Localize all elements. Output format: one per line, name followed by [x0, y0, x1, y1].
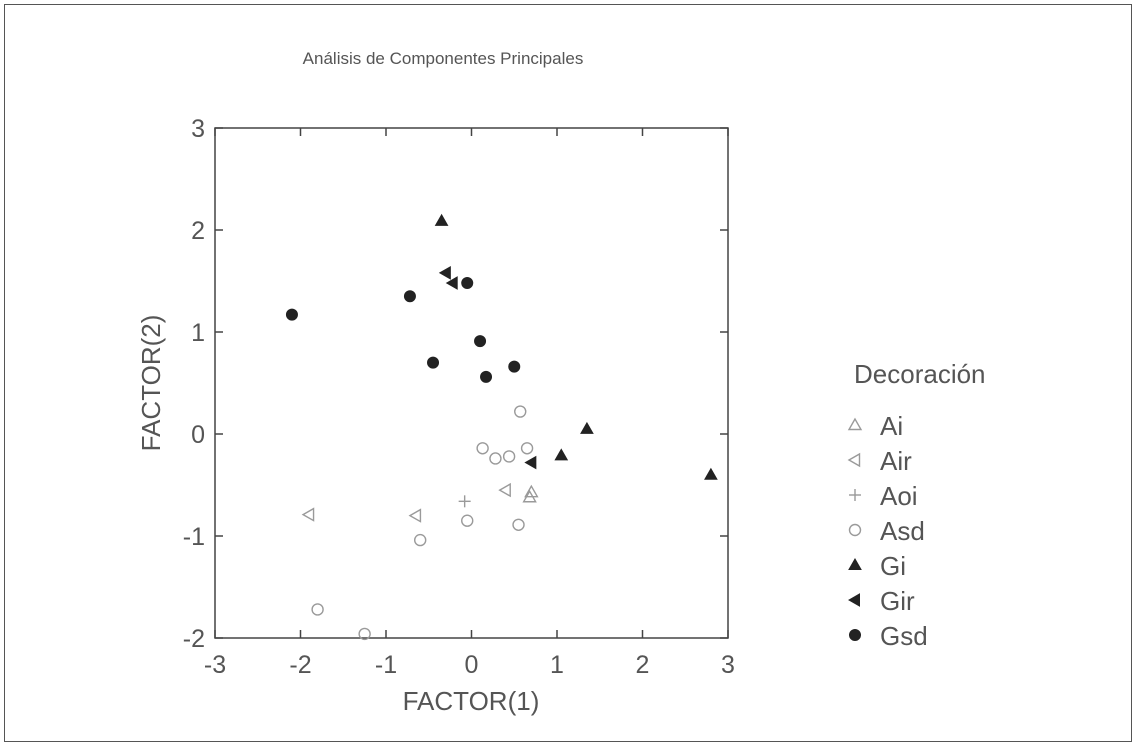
legend-label-gsd: Gsd — [880, 621, 928, 651]
legend-marker-gsd — [849, 629, 861, 641]
legend-label-asd: Asd — [880, 516, 925, 546]
legend-label-air: Air — [880, 446, 912, 476]
legend-marker-ai — [847, 417, 863, 431]
point-gir — [438, 265, 451, 280]
legend-label-ai: Ai — [880, 411, 903, 441]
point-asd — [512, 518, 525, 531]
point-ai — [524, 484, 539, 498]
point-gir — [524, 455, 537, 470]
point-asd — [489, 452, 502, 465]
point-asd — [358, 627, 371, 641]
plot-area — [214, 127, 729, 639]
legend-marker-gi — [848, 557, 862, 570]
figure-frame — [4, 4, 1132, 742]
x-tick-label: 0 — [465, 651, 479, 679]
point-gi — [704, 467, 718, 480]
x-tick-label: -2 — [289, 651, 311, 679]
point-asd — [414, 533, 427, 547]
y-tick-label: 1 — [191, 319, 205, 347]
legend-marker-aoi — [849, 489, 861, 501]
point-gsd — [427, 356, 440, 369]
legend-marker-air — [847, 452, 861, 468]
point-air — [301, 507, 315, 522]
point-asd — [502, 450, 516, 463]
point-gi — [580, 421, 594, 434]
legend-marker-gir — [847, 593, 860, 607]
point-air — [498, 482, 511, 498]
x-tick-label: -1 — [375, 651, 397, 679]
y-tick-label: 3 — [191, 115, 205, 143]
point-gsd — [480, 370, 493, 383]
point-gir — [445, 276, 458, 290]
point-gi — [554, 448, 569, 461]
x-tick-label: -3 — [204, 651, 226, 679]
legend-title: Decoración — [854, 359, 986, 389]
x-tick-label: 2 — [636, 651, 650, 679]
point-gsd — [403, 290, 416, 303]
point-asd — [520, 442, 534, 455]
point-gi — [434, 213, 449, 226]
point-gsd — [285, 308, 298, 321]
legend-label-gir: Gir — [880, 586, 915, 616]
point-gsd — [461, 277, 474, 290]
data-points — [285, 213, 718, 641]
point-asd — [461, 514, 474, 527]
y-tick-label: 2 — [191, 217, 205, 245]
legend-marker-asd — [848, 523, 862, 537]
legend-label-gi: Gi — [880, 551, 906, 581]
point-asd — [514, 405, 527, 418]
y-axis-label: FACTOR(2) — [136, 315, 166, 452]
x-axis-label: FACTOR(1) — [403, 686, 540, 716]
point-aoi — [458, 495, 471, 508]
y-tick-label: -1 — [183, 523, 205, 551]
y-tick-label: -2 — [183, 625, 205, 653]
legend-label-aoi: Aoi — [880, 481, 918, 511]
y-tick-label: 0 — [191, 421, 205, 449]
x-tick-label: 3 — [721, 651, 735, 679]
point-asd — [476, 442, 489, 455]
point-asd — [311, 603, 324, 616]
legend: Decoración Ai Air Aoi Asd Gi Gir Gsd — [847, 359, 986, 651]
point-ai — [522, 489, 537, 503]
point-gsd — [508, 360, 521, 373]
point-gsd — [474, 335, 487, 348]
chart-title: Análisis de Componentes Principales — [303, 49, 584, 68]
point-air — [408, 508, 422, 523]
x-tick-label: 1 — [550, 651, 564, 679]
